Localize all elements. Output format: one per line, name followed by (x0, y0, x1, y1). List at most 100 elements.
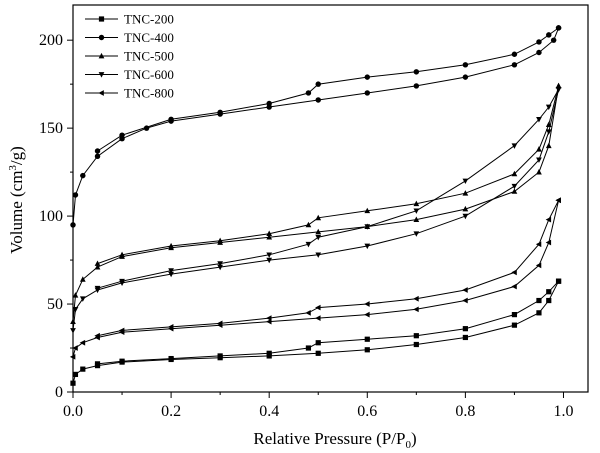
tnc-400-adsorption-point (413, 83, 420, 89)
tnc-200-desorption-point (536, 297, 542, 304)
tnc-400-adsorption-point (94, 153, 101, 160)
tnc-500-adsorption-point (315, 228, 322, 235)
legend-label: TNC-400 (124, 30, 174, 45)
tnc-500-adsorption-line (72, 85, 560, 322)
y-axis-title-superscript: 3 (7, 165, 19, 171)
tnc-200-desorption-point (546, 289, 552, 295)
tnc-600-adsorption-point (462, 213, 469, 220)
tnc-800-desorption-point (462, 287, 468, 293)
tnc-600-adsorption-point (79, 296, 86, 302)
legend-item-tnc-800: TNC-800 (85, 86, 174, 101)
tnc-500-desorption-point (536, 146, 542, 152)
tnc-400-adsorption-point (536, 49, 542, 56)
tnc-500-desorption-point (94, 260, 101, 266)
tnc-500-desorption-point (511, 170, 518, 177)
tnc-200-desorption-line (97, 280, 559, 365)
y-tick-label: 150 (39, 120, 63, 137)
tnc-400-desorption-point (555, 25, 562, 31)
tnc-600-desorption-point (413, 208, 420, 214)
series-tnc-800 (69, 197, 561, 360)
y-tick-label: 0 (55, 384, 63, 401)
tnc-500-desorption-point (266, 230, 273, 237)
tnc-200-desorption-point (511, 312, 518, 318)
tnc-400-adsorption-point (315, 97, 321, 103)
tnc-800-desorption-point (118, 327, 125, 334)
legend-item-tnc-400: TNC-400 (85, 30, 174, 45)
legend-item-tnc-600: TNC-600 (85, 67, 174, 82)
tnc-600-desorption-point (315, 234, 322, 241)
tnc-500-desorption-point (315, 214, 322, 221)
legend-item-tnc-500: TNC-500 (85, 49, 174, 64)
tnc-400-desorption-point (119, 132, 125, 138)
tnc-400-desorption-point (413, 69, 420, 75)
tnc-400-desorption-point (94, 148, 101, 154)
tnc-400-desorption-point (315, 81, 321, 87)
x-tick-label: 1.0 (553, 403, 573, 420)
x-tick-label: 0.4 (259, 403, 279, 420)
tnc-500-desorption-point (305, 221, 312, 228)
tnc-800-desorption-point (315, 304, 321, 311)
tnc-500-adsorption-point (266, 234, 273, 240)
x-axis-title-main: Relative Pressure (P/P (253, 429, 405, 448)
tnc-600-desorption-point (266, 252, 273, 258)
y-tick-label: 50 (47, 296, 63, 313)
legend-marker-circle (98, 34, 105, 41)
tnc-400-desorption-point (305, 90, 312, 96)
tnc-400-desorption-point (266, 100, 272, 107)
y-tick-label: 100 (39, 208, 63, 225)
tnc-200-desorption-point (217, 353, 223, 359)
tnc-500-adsorption-point (72, 292, 79, 298)
tnc-600-adsorption-line (72, 89, 560, 331)
tnc-600-desorption-point (462, 178, 469, 185)
tnc-200-adsorption-point (266, 353, 272, 359)
tnc-800-adsorption-point (364, 311, 370, 318)
tnc-800-desorption-point (535, 241, 542, 248)
tnc-800-desorption-line (97, 200, 560, 337)
tnc-600-adsorption-point (72, 306, 79, 313)
tnc-600-desorption-point (305, 241, 312, 248)
legend-item-tnc-200: TNC-200 (85, 12, 174, 27)
tnc-600-desorption-point (545, 104, 552, 111)
tnc-800-adsorption-point (72, 345, 78, 351)
x-tick-label: 0.6 (357, 403, 377, 420)
tnc-200-adsorption-point (413, 341, 419, 348)
tnc-400-desorption-line (97, 27, 559, 152)
tnc-200-adsorption-point (364, 347, 370, 353)
tnc-500-desorption-point (168, 242, 174, 249)
tnc-200-adsorption-point (546, 297, 552, 304)
tnc-400-desorption-point (511, 51, 518, 57)
tnc-400-adsorption-point (511, 62, 518, 68)
tnc-600-adsorption-point (217, 264, 224, 271)
tnc-400-desorption-point (364, 74, 371, 80)
series-layer (69, 25, 562, 386)
legend-label: TNC-800 (124, 86, 174, 101)
x-tick-label: 0.8 (455, 403, 475, 420)
series-tnc-500 (70, 82, 562, 324)
tnc-500-desorption-point (364, 207, 371, 214)
tnc-600-adsorption-point (536, 157, 542, 163)
tnc-400-adsorption-point (72, 192, 79, 198)
tnc-200-adsorption-point (80, 366, 86, 372)
tnc-500-desorption-point (413, 200, 420, 207)
plot-frame (72, 4, 589, 393)
tnc-800-adsorption-point (462, 297, 468, 304)
tnc-200-desorption-point (315, 340, 321, 346)
tnc-200-desorption-point (119, 358, 125, 364)
tnc-400-desorption-point (168, 116, 174, 123)
tnc-200-desorption-point (555, 278, 562, 284)
tnc-400-desorption-point (546, 32, 552, 38)
tnc-800-desorption-point (305, 309, 311, 316)
tnc-200-adsorption-point (511, 322, 518, 328)
tnc-200-adsorption-point (462, 334, 468, 341)
tnc-500-desorption-point (217, 237, 224, 244)
x-axis-title: Relative Pressure (P/P0) (253, 429, 416, 451)
x-axis-title-subscript: 0 (405, 439, 411, 451)
tnc-400-adsorption-point (80, 172, 86, 179)
legend: TNC-200 TNC-400 TNC-500 TNC-600 TNC-800 (85, 12, 174, 101)
tnc-800-desorption-point (266, 315, 272, 321)
legend-marker-triangle-down (98, 72, 105, 78)
tnc-200-adsorption-line (72, 280, 560, 384)
tnc-200-desorption-point (168, 355, 174, 362)
tnc-800-desorption-point (364, 301, 370, 307)
